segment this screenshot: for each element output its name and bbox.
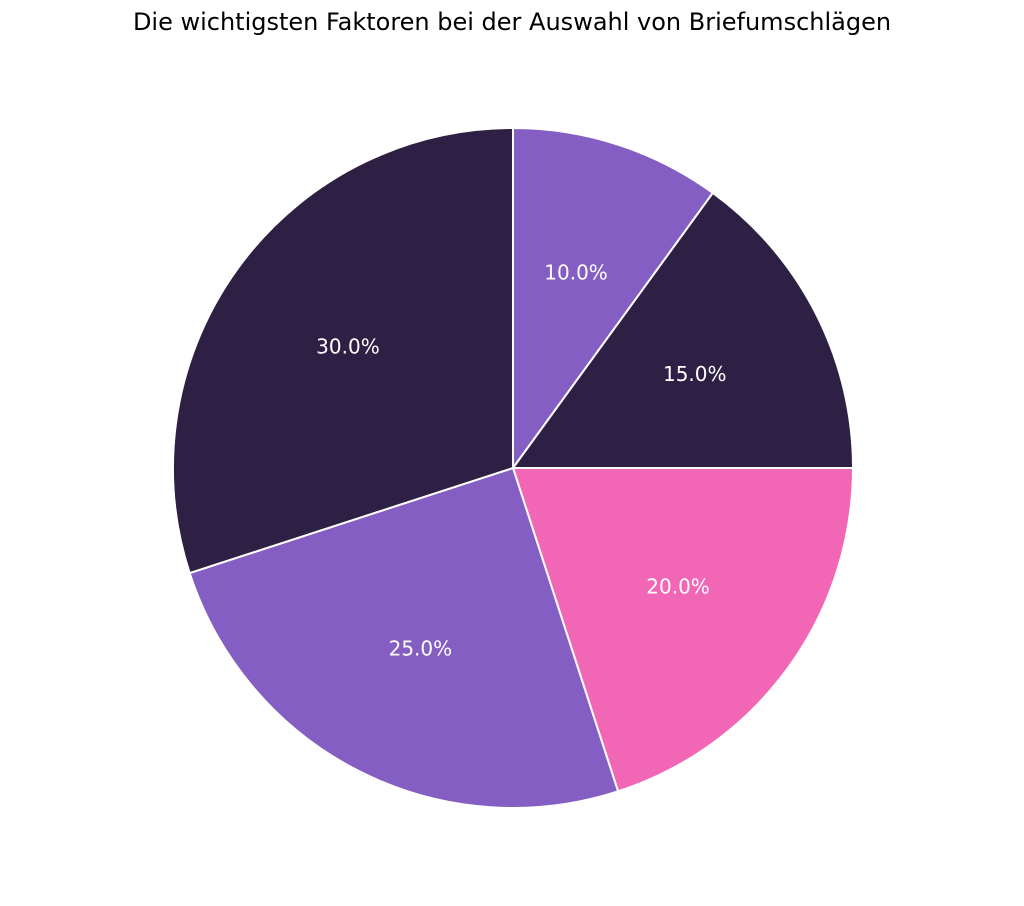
pie-slice [511, 191, 855, 469]
chart-title: Die wichtigsten Faktoren bei der Auswahl… [132, 8, 892, 36]
pie-slice [512, 126, 715, 472]
slice-label: 30.0% [316, 335, 380, 359]
slice-label: 20.0% [646, 574, 710, 598]
slice-label: 25.0% [389, 636, 453, 660]
slice-label: 10.0% [544, 260, 608, 284]
slice-label: 15.0% [663, 362, 727, 386]
pie-slice [172, 126, 514, 575]
pie-slice [511, 467, 855, 793]
pie-slice [188, 466, 620, 809]
